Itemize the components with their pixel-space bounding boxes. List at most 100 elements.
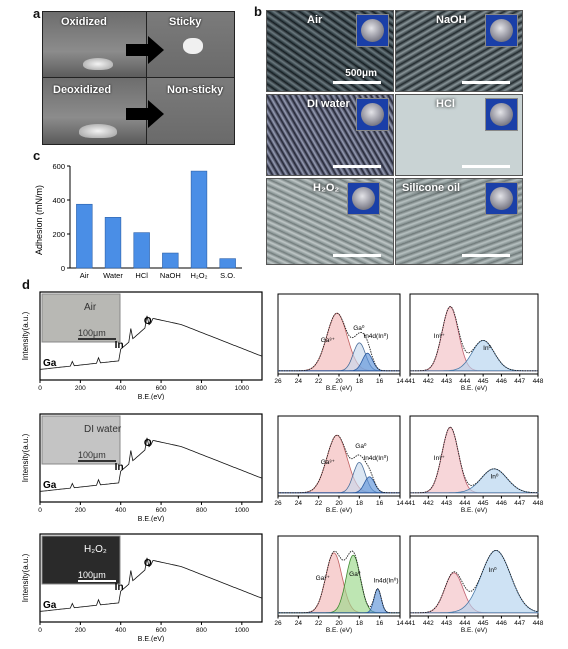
- micro-di-water: DI water: [266, 94, 394, 176]
- envelope-line: [410, 549, 539, 614]
- scale-bar-label: 500μm: [345, 68, 377, 79]
- peak-label: In³⁺: [434, 455, 446, 462]
- x-tick-label: 14: [396, 378, 404, 385]
- x-tick-label: 0: [38, 627, 42, 634]
- scale-bar: [462, 254, 510, 257]
- x-tick-label: 16: [376, 500, 384, 507]
- dish-icon: [485, 14, 518, 47]
- survey-spectrum-air: Air 100μm Ga In O 0 200 400 600 800 1000 B.E.(eV) In…: [21, 291, 263, 400]
- x-tick-label: 447: [514, 500, 525, 507]
- micro-h2o2: H₂O₂: [266, 178, 394, 265]
- peak-label: In⁰: [489, 566, 497, 574]
- y-tick-label: 0: [61, 264, 65, 273]
- x-axis-label: B.E. (eV): [326, 627, 352, 634]
- x-tick-label: 20: [335, 500, 343, 507]
- x-tick-label: 400: [115, 507, 126, 514]
- peak-label: Ga³⁺: [321, 337, 336, 344]
- in3d-spectrum-air: 441 442 443 444 445 446 447 448 B.E. (eV) In³⁺ In⁰: [405, 293, 544, 392]
- x-axis-label: B.E.(eV): [138, 636, 164, 642]
- inset-scale-label: 100μm: [78, 570, 106, 580]
- x-tick-label: 443: [441, 378, 452, 385]
- x-tick-label: 22: [315, 500, 323, 507]
- peak-label-ga: Ga: [43, 358, 57, 369]
- spectrum-line: [39, 557, 263, 612]
- peak-label: In⁰: [490, 472, 498, 480]
- arrow-right-icon: [126, 100, 164, 128]
- x-tick-label: 441: [405, 620, 416, 627]
- droplet-icon: [79, 124, 117, 138]
- x-tick-label: 24: [295, 620, 303, 627]
- scale-bar: [462, 81, 510, 84]
- x-tick-label: 400: [115, 385, 126, 392]
- peak-label: In⁰: [483, 344, 491, 352]
- plot-frame: [39, 413, 263, 503]
- adhesion-chart: Adhesion (mN/m) 0 200 400 600 Air Water HCl NaO…: [34, 162, 242, 280]
- spectrum-line: [39, 437, 263, 492]
- micro-silicone-oil: Silicone oil: [395, 178, 523, 265]
- x-tick-label: 448: [533, 378, 544, 385]
- envelope-line: [278, 312, 400, 372]
- inset-label: H₂O₂: [84, 544, 107, 555]
- x-tick-label: 1000: [235, 507, 250, 514]
- x-tick-label: 24: [295, 378, 303, 385]
- x-tick-label: 20: [335, 378, 343, 385]
- y-axis-label: Intensity(a.u.): [21, 553, 30, 602]
- x-axis-label: B.E. (eV): [461, 385, 487, 392]
- micro-naoh: NaOH: [395, 10, 523, 92]
- x-tick-label: 448: [533, 500, 544, 507]
- condition-label: Air: [307, 14, 323, 26]
- x-tick-label: 446: [496, 500, 507, 507]
- bar: [76, 203, 93, 269]
- x-axis-label: B.E.(eV): [138, 516, 164, 522]
- inset-image: [41, 415, 121, 465]
- x-tick-label: 447: [514, 378, 525, 385]
- inset-scale-label: 100μm: [78, 328, 106, 338]
- x-tick-label: 26: [274, 620, 282, 627]
- x-tick-label: 16: [376, 620, 384, 627]
- component-peak: [410, 468, 539, 494]
- x-tick-label: 14: [396, 500, 404, 507]
- arrows: [126, 36, 164, 128]
- x-tick-label: 24: [295, 500, 303, 507]
- plot-frame: [409, 415, 539, 497]
- x-tick-label: 600: [156, 507, 167, 514]
- component-peak: [410, 549, 539, 614]
- y-tick-label: 400: [52, 196, 65, 205]
- dish-icon: [356, 98, 389, 131]
- x-tick-label: 445: [478, 378, 489, 385]
- in3d-spectrum-di-water: 441 442 443 444 445 446 447 448 B.E. (eV) In³⁺ In⁰: [405, 415, 544, 514]
- x-tick-label: 200: [75, 627, 86, 634]
- condition-label: Silicone oil: [402, 182, 461, 194]
- peak-label: Ga⁰: [349, 570, 361, 578]
- peak-label-ga: Ga: [43, 480, 57, 491]
- component-peak: [278, 434, 400, 494]
- component-peak: [410, 340, 538, 372]
- peak-label-in: In: [115, 340, 124, 351]
- x-tick-label: 22: [315, 378, 323, 385]
- x-tick-label: 600: [156, 627, 167, 634]
- peak-label-o: O: [144, 316, 152, 327]
- x-tick-label: NaOH: [160, 271, 181, 280]
- x-tick-label: 1000: [235, 385, 250, 392]
- panel-label-b: b: [254, 4, 262, 19]
- inset-label: Air: [84, 302, 97, 313]
- bar: [219, 258, 236, 269]
- x-tick-label: 0: [38, 385, 42, 392]
- survey-spectrum-h2o2: H₂O₂ 100μm Ga In O 0 200 400 600 800 1000 B.E.(eV) I…: [21, 533, 263, 642]
- envelope-line: [410, 306, 538, 372]
- dish-icon: [356, 14, 389, 47]
- bar: [162, 252, 179, 269]
- x-tick-label: 22: [315, 620, 323, 627]
- x-tick-label: 444: [459, 500, 470, 507]
- inset-label: DI water: [84, 424, 122, 435]
- x-tick-label: 442: [423, 378, 434, 385]
- x-axis-label: B.E. (eV): [461, 627, 487, 634]
- x-tick-label: 448: [533, 620, 544, 627]
- panel-label-c: c: [33, 148, 41, 163]
- panel-label-a: a: [33, 6, 41, 21]
- x-tick-label: H₂O₂: [190, 271, 207, 280]
- x-tick-label: 444: [459, 378, 470, 385]
- x-tick-label: HCl: [135, 271, 148, 280]
- inset-image: [41, 535, 121, 585]
- dish-icon: [485, 98, 518, 131]
